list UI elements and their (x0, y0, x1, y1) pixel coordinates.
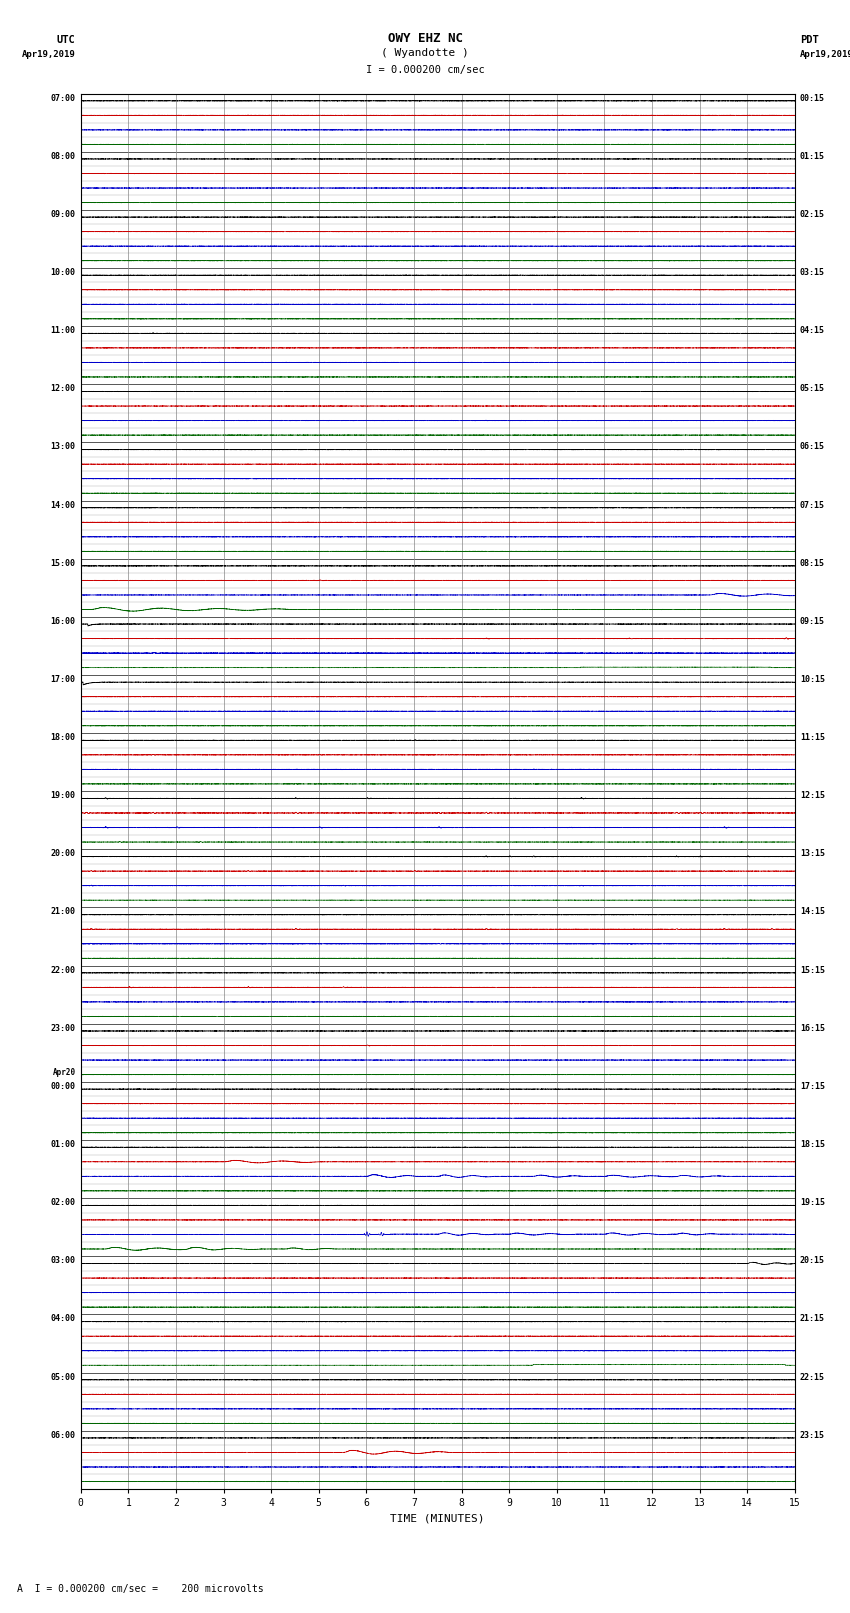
Text: 13:00: 13:00 (51, 442, 76, 452)
Text: Apr19,2019: Apr19,2019 (22, 50, 76, 60)
Text: 14:00: 14:00 (51, 500, 76, 510)
Text: 19:00: 19:00 (51, 792, 76, 800)
Text: 05:15: 05:15 (800, 384, 824, 394)
Text: 04:00: 04:00 (51, 1315, 76, 1323)
Text: 10:15: 10:15 (800, 674, 824, 684)
Text: 20:00: 20:00 (51, 850, 76, 858)
Text: 03:00: 03:00 (51, 1257, 76, 1265)
Text: 15:00: 15:00 (51, 558, 76, 568)
Text: 06:00: 06:00 (51, 1431, 76, 1440)
Text: 17:00: 17:00 (51, 674, 76, 684)
Text: UTC: UTC (57, 35, 76, 45)
X-axis label: TIME (MINUTES): TIME (MINUTES) (390, 1513, 485, 1523)
Text: 14:15: 14:15 (800, 908, 824, 916)
Text: I = 0.000200 cm/sec: I = 0.000200 cm/sec (366, 65, 484, 74)
Text: 06:15: 06:15 (800, 442, 824, 452)
Text: 18:15: 18:15 (800, 1140, 824, 1148)
Text: 23:00: 23:00 (51, 1024, 76, 1032)
Text: 11:15: 11:15 (800, 732, 824, 742)
Text: Apr20: Apr20 (53, 1068, 76, 1077)
Text: 08:15: 08:15 (800, 558, 824, 568)
Text: 00:00: 00:00 (51, 1082, 76, 1090)
Text: ( Wyandotte ): ( Wyandotte ) (381, 48, 469, 58)
Text: 21:15: 21:15 (800, 1315, 824, 1323)
Text: 21:00: 21:00 (51, 908, 76, 916)
Text: 17:15: 17:15 (800, 1082, 824, 1090)
Text: 20:15: 20:15 (800, 1257, 824, 1265)
Text: 09:15: 09:15 (800, 616, 824, 626)
Text: 05:00: 05:00 (51, 1373, 76, 1381)
Text: 04:15: 04:15 (800, 326, 824, 336)
Text: 13:15: 13:15 (800, 850, 824, 858)
Text: PDT: PDT (800, 35, 819, 45)
Text: 00:15: 00:15 (800, 94, 824, 103)
Text: 01:00: 01:00 (51, 1140, 76, 1148)
Text: 15:15: 15:15 (800, 966, 824, 974)
Text: 16:00: 16:00 (51, 616, 76, 626)
Text: 02:00: 02:00 (51, 1198, 76, 1207)
Text: Apr19,2019: Apr19,2019 (800, 50, 850, 60)
Text: 07:00: 07:00 (51, 94, 76, 103)
Text: 22:15: 22:15 (800, 1373, 824, 1381)
Text: OWY EHZ NC: OWY EHZ NC (388, 32, 462, 45)
Text: 22:00: 22:00 (51, 966, 76, 974)
Text: 09:00: 09:00 (51, 210, 76, 219)
Text: 12:15: 12:15 (800, 792, 824, 800)
Text: A  I = 0.000200 cm/sec =    200 microvolts: A I = 0.000200 cm/sec = 200 microvolts (17, 1584, 264, 1594)
Text: 10:00: 10:00 (51, 268, 76, 277)
Text: 18:00: 18:00 (51, 732, 76, 742)
Text: 01:15: 01:15 (800, 152, 824, 161)
Text: 08:00: 08:00 (51, 152, 76, 161)
Text: 12:00: 12:00 (51, 384, 76, 394)
Text: 11:00: 11:00 (51, 326, 76, 336)
Text: 07:15: 07:15 (800, 500, 824, 510)
Text: 19:15: 19:15 (800, 1198, 824, 1207)
Text: 23:15: 23:15 (800, 1431, 824, 1440)
Text: 03:15: 03:15 (800, 268, 824, 277)
Text: 16:15: 16:15 (800, 1024, 824, 1032)
Text: 02:15: 02:15 (800, 210, 824, 219)
